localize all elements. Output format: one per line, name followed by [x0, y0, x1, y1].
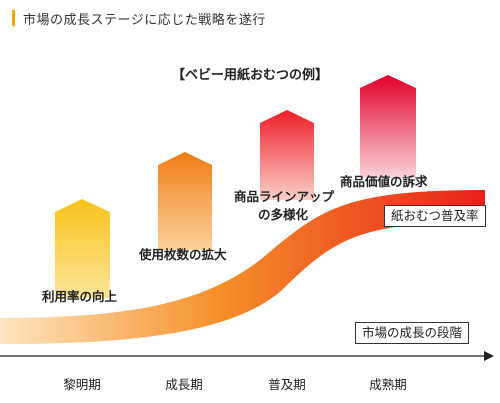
market-stage-label: 市場の成長の段階 [355, 322, 470, 344]
stage-2-strategy: 使用枚数の拡大 [139, 247, 227, 262]
page-title: 市場の成長ステージに応じた戦略を遂行 [23, 12, 266, 28]
stage-4-strategy: 商品価値の訴求 [340, 174, 428, 189]
axis-stage-2: 成長期 [165, 377, 203, 392]
example-title: 【ベビー用紙おむつの例】 [171, 68, 328, 83]
stage-3-arrow [260, 110, 314, 200]
axis-stage-4: 成熟期 [369, 377, 407, 392]
axis-stage-1: 黎明期 [63, 377, 101, 392]
section-header: 市場の成長ステージに応じた戦略を遂行 [12, 8, 266, 28]
stage-2-arrow [158, 152, 212, 250]
axis-arrowhead [484, 351, 494, 361]
stage-3-strategy-line1: 商品ラインアップ [234, 189, 335, 204]
stage-4-arrow [360, 75, 416, 178]
header-accent-bar [12, 10, 15, 26]
growth-curve-band [0, 190, 485, 344]
penetration-rate-label: 紙おむつ普及率 [384, 205, 486, 227]
stage-1-arrow [55, 199, 110, 298]
axis-stage-3: 普及期 [268, 377, 306, 392]
stage-1-strategy: 利用率の向上 [42, 289, 118, 304]
stage-3-strategy-line2: の多様化 [258, 207, 309, 222]
